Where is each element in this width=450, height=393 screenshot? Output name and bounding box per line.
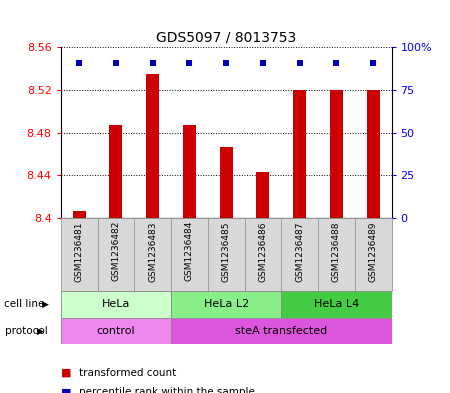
- Bar: [256, 172, 269, 218]
- Text: cell line: cell line: [4, 299, 45, 309]
- Bar: [171, 218, 208, 291]
- Bar: [98, 218, 134, 291]
- Title: GDS5097 / 8013753: GDS5097 / 8013753: [156, 31, 296, 44]
- Bar: [293, 90, 306, 218]
- Bar: [208, 218, 244, 291]
- Text: GSM1236484: GSM1236484: [185, 221, 194, 281]
- Text: GSM1236481: GSM1236481: [75, 221, 84, 281]
- Text: ▶: ▶: [37, 327, 44, 335]
- Bar: [355, 218, 392, 291]
- Text: ▶: ▶: [42, 300, 49, 309]
- Bar: [171, 318, 392, 344]
- Text: GSM1236486: GSM1236486: [258, 221, 267, 281]
- Bar: [171, 291, 281, 318]
- Text: GSM1236482: GSM1236482: [112, 221, 121, 281]
- Bar: [109, 125, 122, 218]
- Bar: [183, 125, 196, 218]
- Text: GSM1236485: GSM1236485: [221, 221, 230, 281]
- Bar: [281, 218, 318, 291]
- Text: protocol: protocol: [4, 326, 47, 336]
- Text: GSM1236488: GSM1236488: [332, 221, 341, 281]
- Bar: [146, 74, 159, 218]
- Bar: [61, 291, 171, 318]
- Text: GSM1236487: GSM1236487: [295, 221, 304, 281]
- Bar: [220, 147, 233, 218]
- Bar: [61, 218, 98, 291]
- Bar: [318, 218, 355, 291]
- Bar: [367, 90, 379, 218]
- Bar: [73, 211, 86, 218]
- Bar: [330, 90, 343, 218]
- Text: GSM1236489: GSM1236489: [369, 221, 378, 281]
- Bar: [244, 218, 281, 291]
- Bar: [281, 291, 392, 318]
- Text: GSM1236483: GSM1236483: [148, 221, 157, 281]
- Bar: [134, 218, 171, 291]
- Text: ■: ■: [61, 387, 71, 393]
- Bar: [61, 318, 171, 344]
- Text: ■: ■: [61, 368, 71, 378]
- Text: HeLa L4: HeLa L4: [314, 299, 359, 309]
- Text: HeLa L2: HeLa L2: [203, 299, 249, 309]
- Text: transformed count: transformed count: [79, 368, 176, 378]
- Text: percentile rank within the sample: percentile rank within the sample: [79, 387, 255, 393]
- Text: steA transfected: steA transfected: [235, 326, 328, 336]
- Text: control: control: [97, 326, 135, 336]
- Text: HeLa: HeLa: [102, 299, 130, 309]
